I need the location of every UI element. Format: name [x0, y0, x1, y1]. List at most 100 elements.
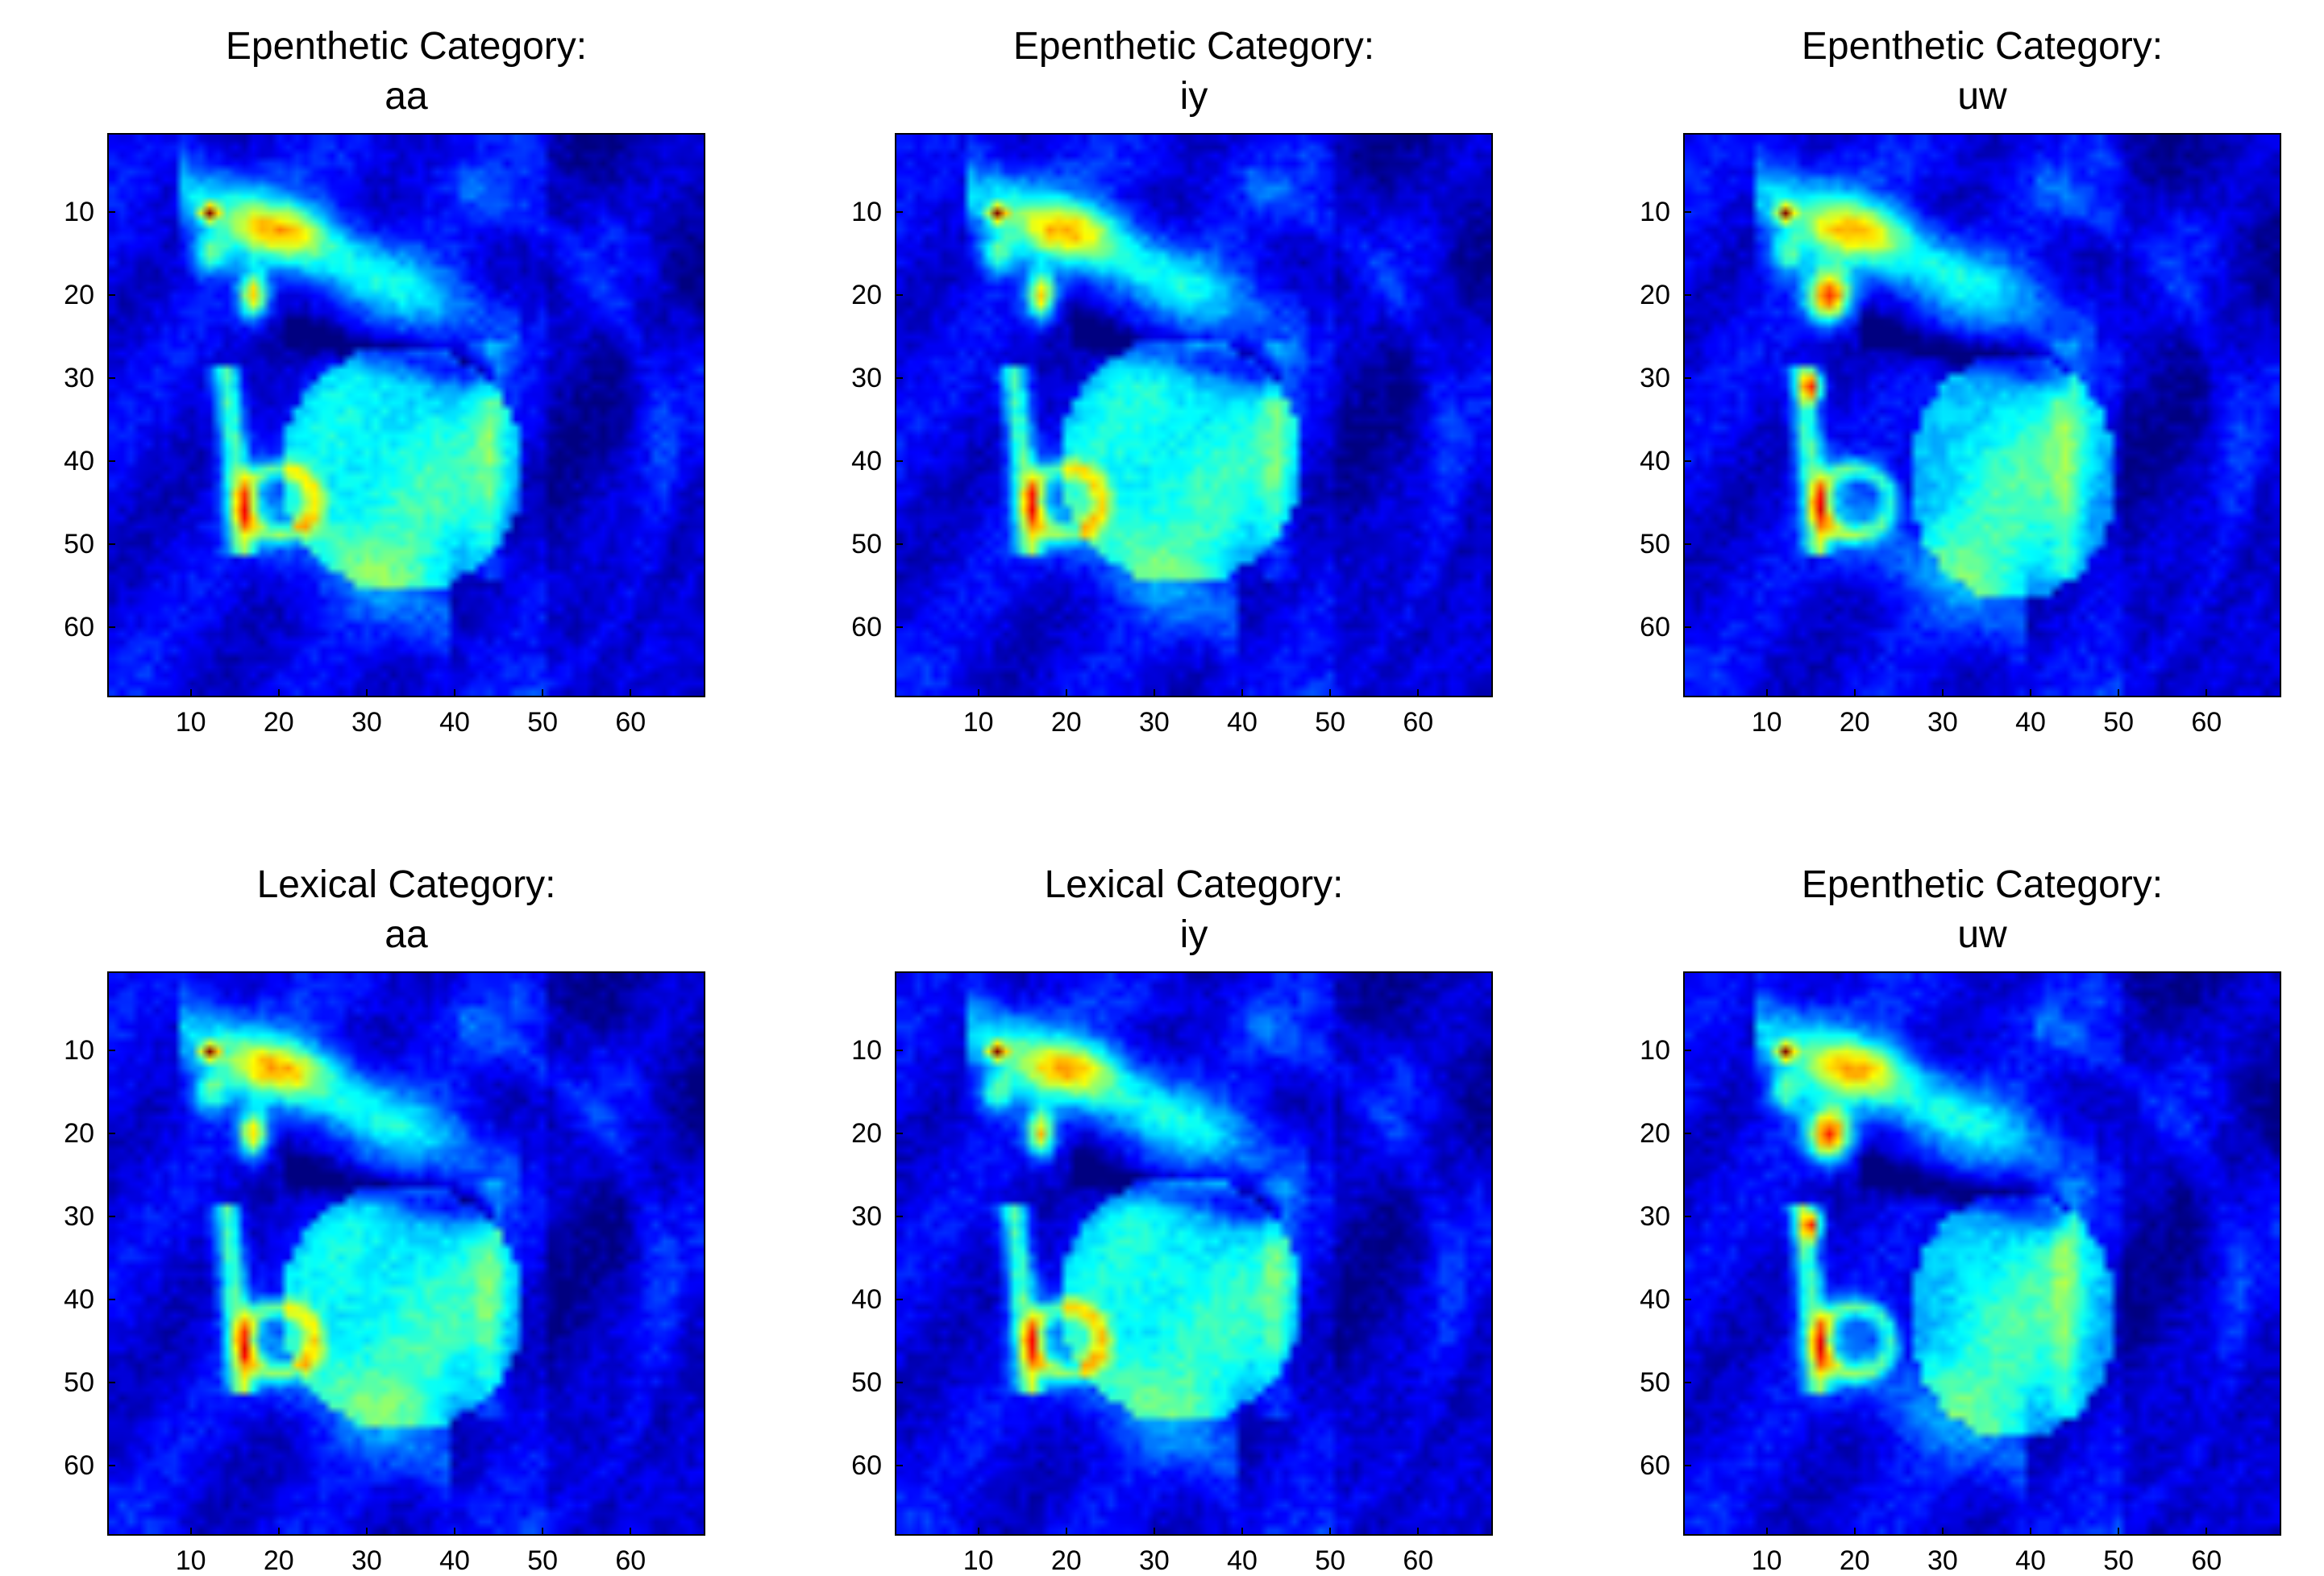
y-tick-label: 20	[851, 1117, 882, 1149]
x-tick-label: 10	[175, 707, 206, 738]
y-tick-mark	[895, 293, 903, 296]
y-tick-mark	[107, 210, 115, 213]
x-tick-label: 20	[1050, 707, 1082, 738]
x-tick-mark	[454, 1528, 455, 1536]
x-tick-mark	[277, 689, 280, 697]
x-tick-label: 10	[962, 707, 994, 738]
y-tick-label: 60	[1640, 611, 1670, 642]
x-tick-label: 20	[263, 1545, 294, 1576]
y-tick-mark	[895, 376, 903, 379]
x-tick-label: 50	[2103, 707, 2135, 738]
x-tick-label: 40	[439, 1545, 470, 1576]
y-tick-mark	[1683, 1049, 1691, 1051]
x-tick-mark	[1153, 689, 1155, 697]
x-tick-label: 40	[439, 707, 470, 738]
y-tick-mark	[107, 543, 115, 545]
x-tick-label: 20	[1050, 1545, 1082, 1576]
mri-heatmap-panel	[1683, 971, 2281, 1536]
y-tick-mark	[1683, 1215, 1691, 1217]
y-tick-mark	[1683, 293, 1691, 296]
y-tick-label: 40	[851, 445, 882, 476]
y-tick-mark	[895, 459, 903, 462]
x-tick-label: 20	[263, 707, 294, 738]
y-tick-label: 40	[1640, 1283, 1670, 1315]
x-tick-mark	[2030, 1528, 2031, 1536]
x-tick-label: 10	[1751, 707, 1782, 738]
mri-heatmap-image	[896, 135, 1491, 696]
y-tick-label: 40	[64, 445, 94, 476]
y-tick-label: 10	[1640, 1034, 1670, 1066]
x-tick-label: 40	[1227, 1545, 1258, 1576]
y-tick-mark	[107, 1381, 115, 1383]
y-tick-label: 50	[64, 1366, 94, 1398]
mri-heatmap-panel	[107, 133, 705, 697]
y-tick-mark	[1683, 1132, 1691, 1134]
y-tick-label: 40	[1640, 445, 1670, 476]
panel-title-line1: Lexical Category:	[1044, 863, 1344, 906]
y-tick-mark	[895, 1049, 903, 1051]
y-tick-mark	[107, 1049, 115, 1051]
x-tick-mark	[542, 689, 544, 697]
panel-title-line1: Epenthetic Category:	[1801, 863, 2164, 906]
mri-heatmap-panel	[107, 971, 705, 1536]
x-tick-mark	[2030, 689, 2031, 697]
x-tick-label: 30	[1138, 707, 1170, 738]
mri-heatmap-image	[1685, 135, 2280, 696]
x-tick-mark	[277, 1528, 280, 1536]
y-tick-label: 10	[1640, 196, 1670, 227]
x-tick-mark	[1153, 1528, 1155, 1536]
y-tick-mark	[895, 1381, 903, 1383]
panel-title-line2: aa	[385, 75, 428, 118]
y-tick-label: 30	[851, 362, 882, 393]
x-tick-mark	[2206, 1528, 2208, 1536]
mri-heatmap-image	[109, 973, 704, 1534]
y-tick-label: 30	[1640, 362, 1670, 393]
x-tick-label: 60	[1403, 1545, 1434, 1576]
x-tick-label: 20	[1839, 1545, 1870, 1576]
y-tick-mark	[895, 210, 903, 213]
y-tick-mark	[895, 1464, 903, 1466]
x-tick-mark	[977, 1528, 979, 1536]
panel-title-line2: aa	[385, 913, 428, 956]
y-tick-mark	[107, 626, 115, 628]
y-tick-label: 50	[1640, 528, 1670, 559]
y-tick-label: 60	[851, 1449, 882, 1481]
panel-title-line1: Epenthetic Category:	[1012, 25, 1375, 68]
x-tick-mark	[542, 1528, 544, 1536]
x-tick-mark	[1329, 689, 1332, 697]
y-tick-label: 50	[851, 528, 882, 559]
panel-title-line2: uw	[1957, 75, 2007, 118]
x-tick-mark	[1941, 1528, 1944, 1536]
y-tick-label: 30	[851, 1200, 882, 1232]
y-tick-label: 50	[1640, 1366, 1670, 1398]
x-tick-label: 60	[2191, 1545, 2222, 1576]
mri-heatmap-panel	[895, 133, 1493, 697]
y-tick-mark	[895, 1132, 903, 1134]
x-tick-mark	[1417, 689, 1420, 697]
y-tick-label: 60	[1640, 1449, 1670, 1481]
y-tick-label: 10	[64, 196, 94, 227]
x-tick-mark	[1941, 689, 1944, 697]
x-tick-label: 40	[1227, 707, 1258, 738]
panel-title-line2: iy	[1179, 75, 1208, 118]
x-tick-mark	[2206, 689, 2208, 697]
y-tick-mark	[107, 459, 115, 462]
mri-heatmap-panel	[1683, 133, 2281, 697]
mri-heatmap-image	[1685, 973, 2280, 1534]
x-tick-mark	[1065, 1528, 1067, 1536]
mri-heatmap-panel	[895, 971, 1493, 1536]
x-tick-label: 60	[615, 707, 646, 738]
x-tick-mark	[189, 689, 192, 697]
y-tick-mark	[1683, 459, 1691, 462]
y-tick-mark	[107, 1464, 115, 1466]
x-tick-mark	[2118, 1528, 2120, 1536]
y-tick-label: 60	[64, 611, 94, 642]
y-tick-label: 20	[1640, 1117, 1670, 1149]
x-tick-label: 10	[175, 1545, 206, 1576]
y-tick-label: 20	[851, 279, 882, 310]
y-tick-label: 30	[64, 362, 94, 393]
x-tick-mark	[1765, 689, 1768, 697]
mri-heatmap-image	[109, 135, 704, 696]
x-tick-mark	[1417, 1528, 1420, 1536]
